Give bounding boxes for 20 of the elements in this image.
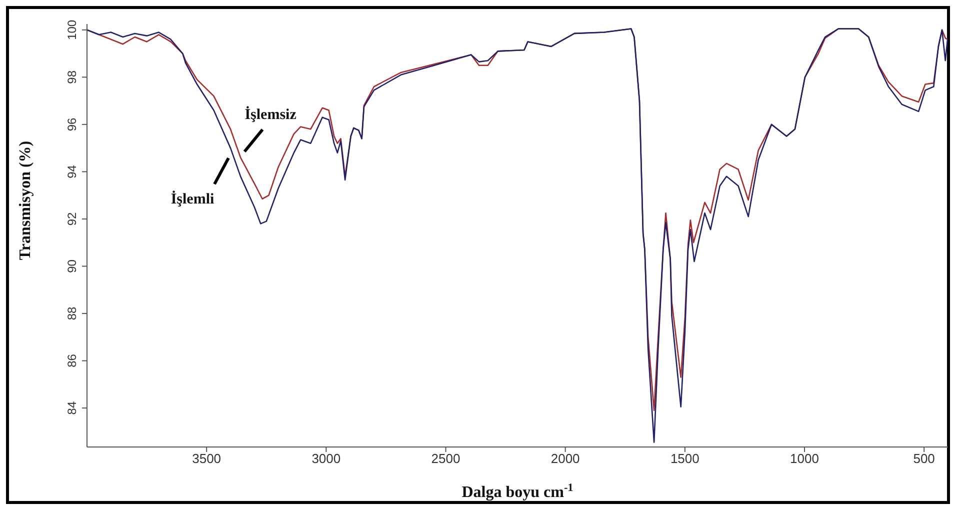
y-axis-title: Transmisyon (%) [17, 140, 34, 260]
y-tick-label: 98 [65, 70, 79, 84]
text: İşlemli [170, 190, 214, 208]
y-tick-label: 92 [65, 212, 79, 226]
x-tick-label: 3000 [312, 451, 341, 466]
x-axis-title: Dalga boyu cm$^{-1}$ [462, 482, 574, 501]
y-tick-label: 94 [65, 164, 79, 178]
x-tick-label: 1000 [790, 451, 819, 466]
x-tick-label: 1500 [670, 451, 700, 466]
y-tick-label: 84 [65, 401, 79, 415]
x-tick-label: 2000 [550, 451, 580, 466]
y-tick-label: 90 [65, 259, 79, 273]
y-tick-label: 88 [65, 306, 79, 320]
y-tick-label: 86 [65, 354, 79, 368]
series-label: İşlemsiz [244, 106, 297, 123]
y-tick-label: 96 [65, 117, 79, 132]
x-tick-label: 3500 [192, 451, 222, 466]
y-tick-label: 100 [65, 20, 79, 40]
x-tick-label: 2500 [431, 451, 460, 466]
x-tick-label: 500 [913, 451, 935, 466]
